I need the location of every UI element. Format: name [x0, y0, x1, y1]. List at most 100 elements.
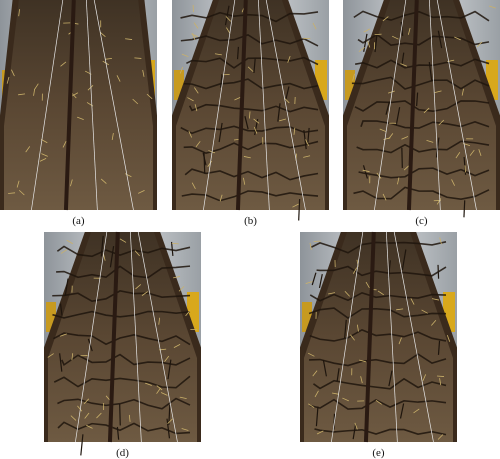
straw — [160, 392, 168, 396]
string-line — [386, 231, 398, 443]
straw — [179, 396, 187, 400]
crack — [354, 100, 490, 113]
straw — [328, 292, 336, 295]
straw — [436, 375, 445, 377]
straw — [249, 111, 251, 119]
string-line — [331, 231, 364, 443]
straw — [100, 178, 107, 184]
crack — [309, 328, 447, 342]
straw — [156, 385, 163, 391]
crack — [298, 199, 301, 221]
straw — [71, 92, 79, 97]
straw — [141, 291, 148, 296]
crack — [353, 186, 490, 200]
crack — [180, 11, 319, 23]
crack — [170, 241, 174, 257]
crack — [463, 200, 466, 218]
crack — [109, 246, 115, 268]
straw — [96, 412, 102, 419]
straw — [359, 359, 367, 363]
straw — [461, 88, 464, 96]
crack — [220, 73, 223, 88]
straw — [363, 28, 371, 33]
crack — [168, 404, 171, 425]
straw — [432, 298, 440, 301]
panel-label: (e) — [372, 447, 385, 459]
straw — [464, 165, 466, 173]
straw — [423, 107, 430, 114]
crack — [61, 353, 191, 367]
straw — [431, 319, 437, 326]
crack — [186, 56, 319, 69]
straw — [87, 85, 94, 91]
straw — [6, 76, 10, 84]
photo — [343, 0, 500, 218]
straw — [253, 118, 260, 124]
straw — [195, 141, 201, 148]
yellow-frame — [46, 302, 56, 332]
straw — [207, 160, 213, 167]
straw — [171, 242, 179, 245]
straw — [158, 317, 161, 325]
center-rod — [235, 0, 248, 211]
straw — [303, 155, 311, 158]
crack — [362, 165, 368, 179]
straw — [309, 242, 312, 250]
straw — [179, 66, 184, 74]
soil-surface — [347, 0, 496, 210]
straw — [219, 194, 223, 202]
straw — [375, 399, 382, 405]
center-rod — [406, 0, 419, 211]
crack — [309, 291, 447, 302]
straw — [362, 169, 370, 173]
straw — [39, 157, 47, 162]
straw — [62, 141, 67, 148]
straw — [243, 177, 246, 185]
string-line — [31, 0, 64, 211]
crack — [344, 319, 347, 339]
straw — [312, 22, 317, 30]
straw — [397, 177, 400, 185]
straw — [86, 424, 93, 429]
straw — [401, 136, 409, 140]
crack — [166, 418, 171, 439]
crack — [309, 398, 447, 410]
straw — [438, 119, 445, 126]
crack — [244, 116, 249, 130]
crack — [224, 5, 230, 26]
straw — [34, 83, 39, 90]
straw — [396, 308, 404, 311]
crack — [352, 424, 357, 440]
straw — [293, 127, 296, 135]
crack — [400, 21, 404, 36]
string-line — [429, 0, 441, 211]
crack — [360, 120, 490, 129]
crack — [167, 359, 172, 380]
straw — [167, 418, 173, 425]
crack — [218, 122, 223, 143]
crack — [355, 58, 490, 69]
straw — [60, 249, 68, 254]
straw — [422, 374, 427, 381]
string-line — [393, 231, 434, 443]
straw — [84, 412, 90, 419]
crack — [285, 86, 290, 101]
straw — [77, 405, 83, 412]
string-line — [75, 231, 108, 443]
straw — [214, 53, 222, 56]
straw — [382, 16, 389, 22]
crack — [437, 340, 441, 355]
straw — [398, 337, 402, 345]
straw — [352, 73, 355, 81]
crack — [53, 332, 191, 346]
photo — [0, 0, 157, 211]
crack — [57, 421, 191, 435]
straw — [439, 237, 442, 245]
crack — [309, 353, 447, 367]
center-rod — [363, 231, 376, 443]
straw — [194, 104, 198, 112]
panel-label: (b) — [244, 215, 257, 227]
crack — [59, 303, 63, 316]
crack — [307, 127, 310, 144]
straw — [312, 370, 318, 377]
